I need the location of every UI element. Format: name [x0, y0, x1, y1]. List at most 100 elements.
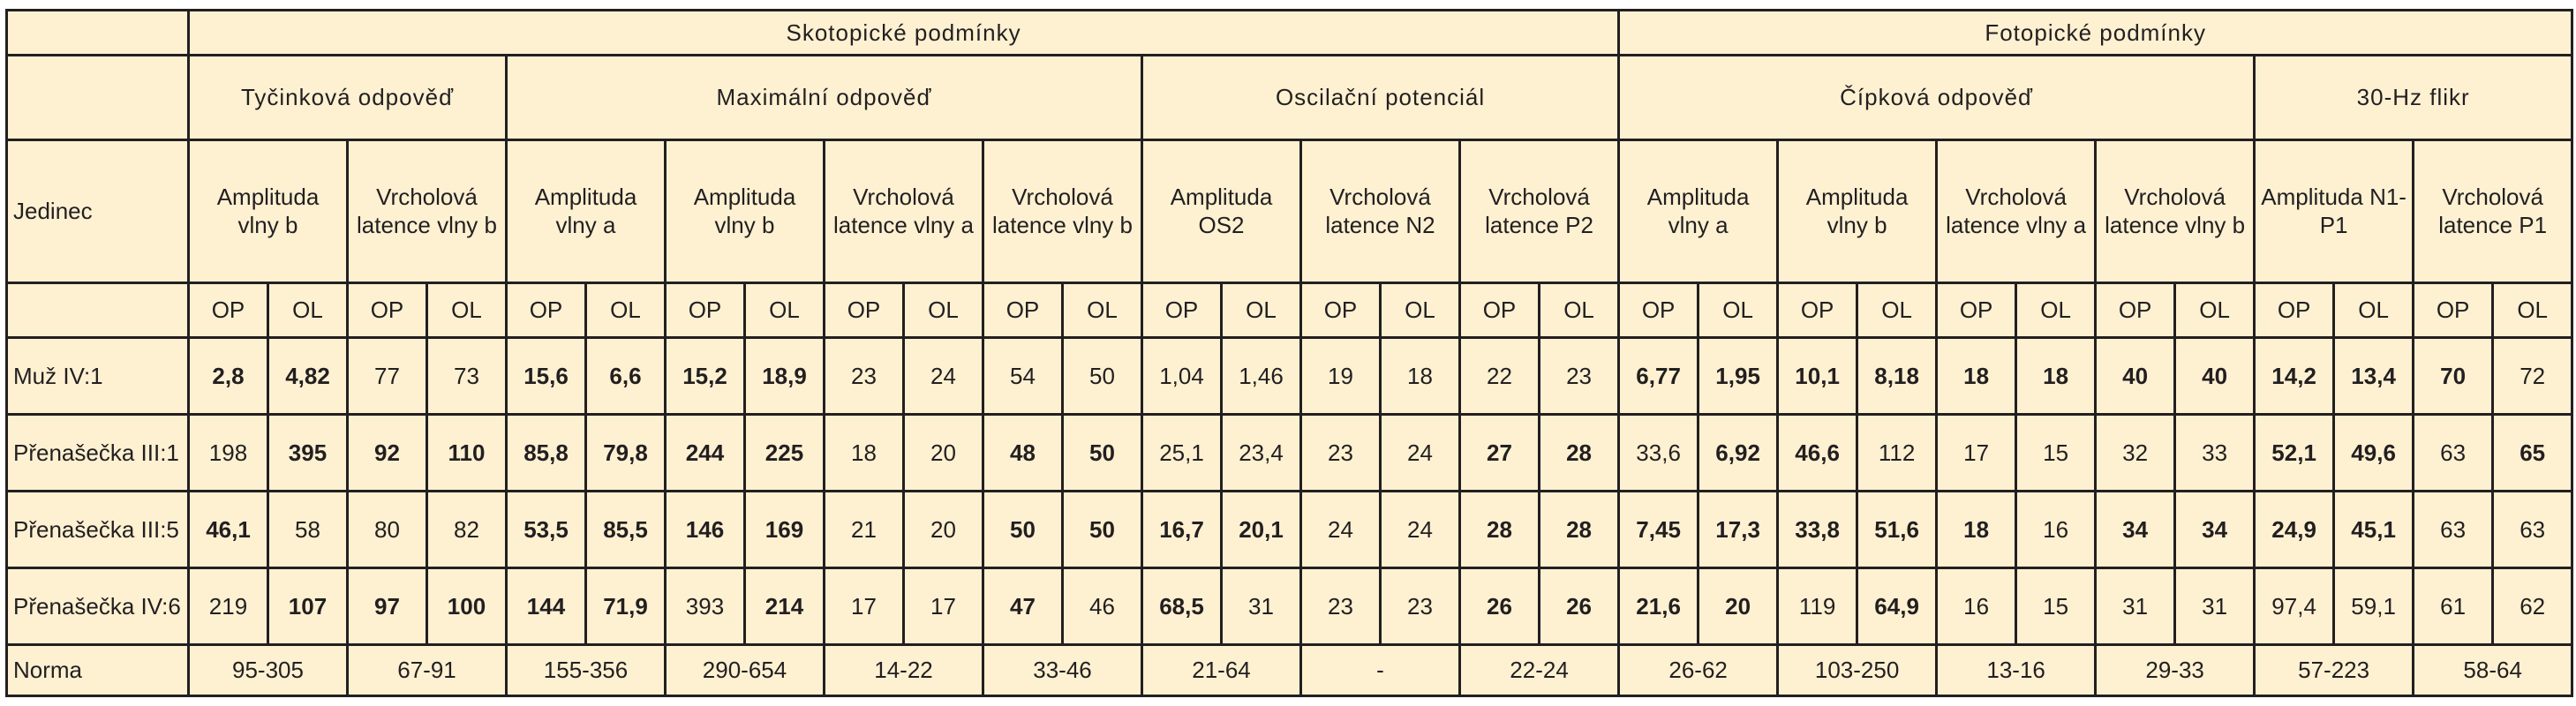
data-cell: 64,9	[1856, 567, 1939, 647]
data-cell: 48	[982, 413, 1064, 493]
test-header: Tyčinková odpověď	[187, 53, 508, 141]
data-cell: 58	[267, 490, 349, 570]
norm-cell: 57-223	[2253, 643, 2415, 697]
data-cell: 59,1	[2332, 567, 2415, 647]
data-cell: 146	[664, 490, 746, 570]
data-cell: 46,6	[1776, 413, 1859, 493]
eye-header: OL	[2173, 281, 2256, 340]
data-cell: 26	[1458, 567, 1540, 647]
data-cell: 23	[823, 336, 905, 417]
data-cell: 17	[1935, 413, 2018, 493]
corner-cell	[5, 53, 190, 141]
data-cell: 31	[1220, 567, 1302, 647]
data-cell: 1,95	[1697, 336, 1780, 417]
eye-header: OL	[1697, 281, 1780, 340]
data-cell: 50	[1061, 413, 1143, 493]
data-cell: 63	[2412, 413, 2495, 493]
measure-header: Vrcholová latence N2	[1299, 138, 1461, 284]
test-header: Oscilační potenciál	[1140, 53, 1621, 141]
data-cell: 8,18	[1856, 336, 1939, 417]
data-cell: 107	[267, 567, 349, 647]
corner-cell	[5, 281, 190, 340]
eye-header: OP	[1299, 281, 1382, 340]
row-label: Muž IV:1	[5, 336, 190, 417]
norm-cell: 29-33	[2094, 643, 2256, 697]
eye-header: OL	[426, 281, 508, 340]
data-cell: 50	[1061, 490, 1143, 570]
eye-header: OP	[346, 281, 428, 340]
data-cell: 82	[426, 490, 508, 570]
norm-cell: 67-91	[346, 643, 508, 697]
data-row: Přenašečka IV:6 219 107 97 100 144 71,9 393 214 1…	[5, 567, 2574, 647]
condition-header: Fotopické podmínky	[1617, 9, 2574, 56]
data-cell: 40	[2173, 336, 2256, 417]
data-cell: 15	[2015, 413, 2098, 493]
measure-header: Vrcholová latence P2	[1457, 138, 1621, 284]
data-cell: 13,4	[2332, 336, 2415, 417]
data-cell: 49,6	[2332, 413, 2415, 493]
eye-header: OL	[1537, 281, 1621, 340]
header-row-eyes: OP OL OP OL OP OL OP OL OP OL OP OL OP OL OP OL OP OL OP OL…	[5, 281, 2574, 340]
data-cell: 27	[1458, 413, 1540, 493]
data-cell: 28	[1537, 413, 1621, 493]
eye-header: OL	[902, 281, 984, 340]
eye-header: OL	[743, 281, 825, 340]
norm-cell: 33-46	[982, 643, 1143, 697]
measure-header: Vrcholová latence vlny a	[1935, 138, 2098, 284]
data-cell: 23	[1537, 336, 1621, 417]
norm-cell: 14-22	[823, 643, 984, 697]
data-cell: 33,6	[1617, 413, 1700, 493]
data-row: Přenašečka III:5 46,1 58 80 82 53,5 85,5 146 169…	[5, 490, 2574, 570]
data-cell: 97	[346, 567, 428, 647]
eye-header: OL	[2015, 281, 2098, 340]
data-cell: 70	[2412, 336, 2495, 417]
data-cell: 7,45	[1617, 490, 1700, 570]
data-cell: 50	[982, 490, 1064, 570]
data-cell: 72	[2491, 336, 2574, 417]
data-cell: 63	[2412, 490, 2495, 570]
data-cell: 77	[346, 336, 428, 417]
data-cell: 24	[902, 336, 984, 417]
data-cell: 14,2	[2253, 336, 2336, 417]
data-cell: 6,77	[1617, 336, 1700, 417]
data-cell: 18	[1379, 336, 1461, 417]
data-cell: 23	[1299, 413, 1382, 493]
eye-header: OP	[982, 281, 1064, 340]
eye-header: OP	[1458, 281, 1540, 340]
data-cell: 10,1	[1776, 336, 1859, 417]
norm-cell: 21-64	[1141, 643, 1302, 697]
data-cell: 24	[1299, 490, 1382, 570]
data-cell: 28	[1458, 490, 1540, 570]
data-cell: 80	[346, 490, 428, 570]
eye-header: OP	[2412, 281, 2495, 340]
table-frame: Skotopické podmínky Fotopické podmínky Tyč…	[5, 9, 2574, 697]
norm-row: Norma 95-305 67-91 155-356 290-654 14-22 33-46…	[5, 643, 2574, 697]
data-cell: 34	[2173, 490, 2256, 570]
data-cell: 18,9	[743, 336, 825, 417]
data-cell: 6,6	[584, 336, 667, 417]
measure-header: Amplituda vlny a	[1617, 138, 1780, 284]
data-row: Muž IV:1 2,8 4,82 77 73 15,6 6,6 15,2 18,9 23 24 54…	[5, 336, 2574, 417]
measure-header: Vrcholová latence P1	[2412, 138, 2574, 284]
data-cell: 34	[2094, 490, 2177, 570]
data-cell: 46	[1061, 567, 1143, 647]
data-cell: 15,2	[664, 336, 746, 417]
data-cell: 21	[823, 490, 905, 570]
measure-header: Amplituda vlny b	[1776, 138, 1939, 284]
data-cell: 40	[2094, 336, 2177, 417]
eye-header: OP	[1617, 281, 1700, 340]
data-cell: 110	[426, 413, 508, 493]
data-cell: 85,8	[505, 413, 587, 493]
data-cell: 17	[823, 567, 905, 647]
data-cell: 2,8	[187, 336, 269, 417]
measure-header: Amplituda vlny a	[505, 138, 667, 284]
data-cell: 97,4	[2253, 567, 2336, 647]
header-row-tests: Tyčinková odpověď Maximální odpověď Oscila…	[5, 53, 2574, 141]
data-cell: 20	[902, 413, 984, 493]
data-cell: 214	[743, 567, 825, 647]
eye-header: OL	[1379, 281, 1461, 340]
norm-cell: 26-62	[1617, 643, 1780, 697]
norm-cell: 103-250	[1776, 643, 1939, 697]
data-cell: 46,1	[187, 490, 269, 570]
eye-header: OP	[664, 281, 746, 340]
